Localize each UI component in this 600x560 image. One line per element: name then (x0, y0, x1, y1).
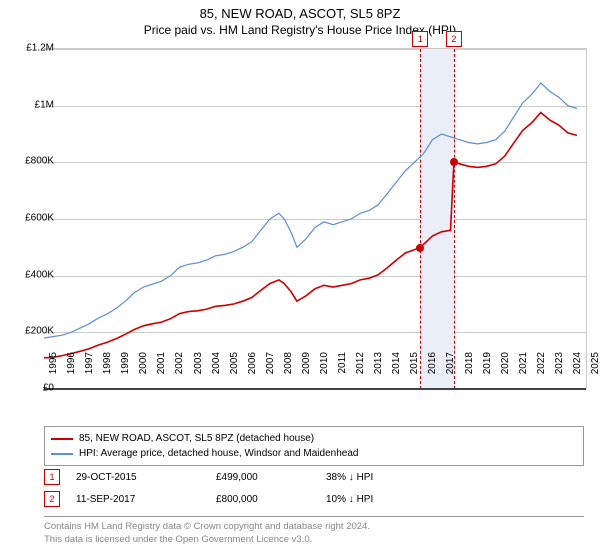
x-axis-tick-label: 2003 (193, 352, 204, 392)
x-axis-tick-label: 1999 (120, 352, 131, 392)
x-axis-tick-label: 1996 (66, 352, 77, 392)
series-line-property (44, 113, 577, 358)
x-axis-tick-label: 2010 (319, 352, 330, 392)
page-subtitle: Price paid vs. HM Land Registry's House … (0, 21, 600, 37)
y-axis-tick-label: £400K (12, 269, 54, 280)
x-axis-tick-label: 2007 (265, 352, 276, 392)
x-axis-tick-label: 2006 (247, 352, 258, 392)
x-axis-tick-label: 2001 (156, 352, 167, 392)
transaction-row: 129-OCT-2015£499,00038% ↓ HPI (44, 466, 584, 488)
legend-swatch (51, 438, 73, 440)
transaction-diff: 38% ↓ HPI (326, 472, 446, 483)
transaction-number-badge: 2 (44, 491, 60, 507)
transaction-date: 29-OCT-2015 (60, 472, 216, 483)
x-axis-tick-label: 2005 (229, 352, 240, 392)
legend-swatch (51, 453, 73, 455)
x-axis-tick-label: 2016 (427, 352, 438, 392)
footer-line: This data is licensed under the Open Gov… (44, 534, 584, 547)
legend-label: 85, NEW ROAD, ASCOT, SL5 8PZ (detached h… (79, 431, 314, 446)
x-axis-tick-label: 2021 (518, 352, 529, 392)
price-chart: 12 (44, 48, 587, 389)
y-axis-tick-label: £200K (12, 326, 54, 337)
y-axis-tick-label: £600K (12, 213, 54, 224)
x-axis-tick-label: 2009 (301, 352, 312, 392)
x-axis-tick-label: 2008 (283, 352, 294, 392)
transaction-diff: 10% ↓ HPI (326, 494, 446, 505)
transaction-row: 211-SEP-2017£800,00010% ↓ HPI (44, 488, 584, 510)
legend-row: 85, NEW ROAD, ASCOT, SL5 8PZ (detached h… (51, 431, 577, 446)
x-axis-tick-label: 2004 (211, 352, 222, 392)
transaction-price: £800,000 (216, 494, 326, 505)
transaction-marker-label: 2 (446, 31, 462, 47)
legend: 85, NEW ROAD, ASCOT, SL5 8PZ (detached h… (44, 426, 584, 466)
series-line-hpi (44, 83, 577, 338)
footer-line: Contains HM Land Registry data © Crown c… (44, 521, 584, 534)
y-axis-tick-label: £800K (12, 156, 54, 167)
y-axis-tick-label: £1.2M (12, 43, 54, 54)
x-axis-tick-label: 2020 (500, 352, 511, 392)
x-axis-tick-label: 2015 (409, 352, 420, 392)
x-axis-tick-label: 1998 (102, 352, 113, 392)
x-axis-tick-label: 2012 (355, 352, 366, 392)
legend-row: HPI: Average price, detached house, Wind… (51, 446, 577, 461)
x-axis-tick-label: 2023 (554, 352, 565, 392)
x-axis-tick-label: 2002 (174, 352, 185, 392)
x-axis-tick-label: 2024 (572, 352, 583, 392)
y-axis-tick-label: £1M (12, 99, 54, 110)
x-axis-tick-label: 1995 (48, 352, 59, 392)
x-axis-tick-label: 2014 (391, 352, 402, 392)
chart-lines (44, 49, 586, 389)
footer-attribution: Contains HM Land Registry data © Crown c… (44, 516, 584, 547)
x-axis-tick-label: 2017 (445, 352, 456, 392)
x-axis-tick-label: 2025 (590, 352, 600, 392)
transaction-price: £499,000 (216, 472, 326, 483)
page-title: 85, NEW ROAD, ASCOT, SL5 8PZ (0, 0, 600, 21)
x-axis-tick-label: 2000 (138, 352, 149, 392)
x-axis-tick-label: 2019 (482, 352, 493, 392)
transactions-table: 129-OCT-2015£499,00038% ↓ HPI211-SEP-201… (44, 466, 584, 510)
x-axis-tick-label: 2018 (464, 352, 475, 392)
transaction-marker-label: 1 (412, 31, 428, 47)
transaction-number-badge: 1 (44, 469, 60, 485)
transaction-date: 11-SEP-2017 (60, 494, 216, 505)
x-axis-tick-label: 2022 (536, 352, 547, 392)
x-axis-tick-label: 1997 (84, 352, 95, 392)
x-axis-tick-label: 2011 (337, 352, 348, 392)
x-axis-tick-label: 2013 (373, 352, 384, 392)
legend-label: HPI: Average price, detached house, Wind… (79, 446, 358, 461)
